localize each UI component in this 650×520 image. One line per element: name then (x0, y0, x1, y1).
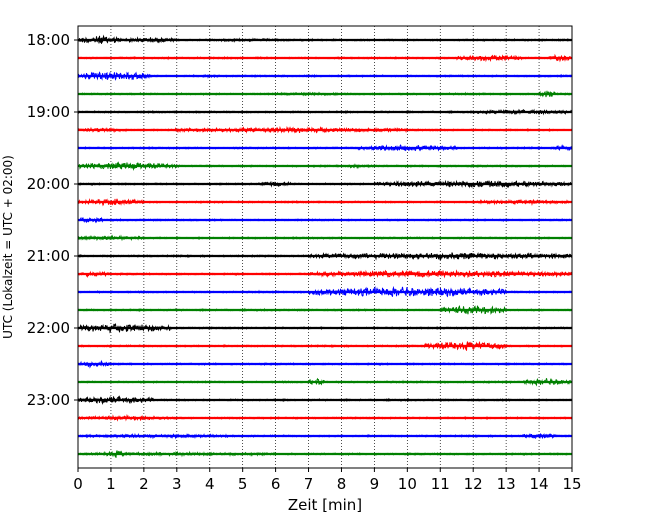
x-tick-label: 11 (431, 475, 450, 493)
x-tick-label: 9 (370, 475, 380, 493)
trace-signal (77, 125, 573, 134)
y-tick-label: 18:00 (27, 31, 70, 49)
trace-signal (77, 71, 573, 81)
trace-2100 (77, 252, 573, 261)
trace-signal (77, 359, 573, 369)
trace-1915 (77, 125, 573, 134)
trace-signal (77, 197, 573, 207)
trace-2245 (77, 377, 573, 387)
trace-signal (77, 234, 573, 242)
x-tick-label: 2 (139, 475, 149, 493)
trace-signal (77, 450, 573, 458)
trace-signal (77, 108, 573, 116)
trace-signal (77, 377, 573, 387)
trace-2330 (77, 432, 573, 440)
y-tick-label: 21:00 (27, 247, 70, 265)
x-tick-label: 4 (205, 475, 215, 493)
y-tick-label: 20:00 (27, 175, 70, 193)
x-tick-label: 1 (106, 475, 116, 493)
trace-1900 (77, 108, 573, 116)
trace-1845 (77, 90, 573, 98)
y-tick-label: 23:00 (27, 391, 70, 409)
trace-2230 (77, 359, 573, 369)
y-tick-label: 19:00 (27, 103, 70, 121)
trace-2215 (77, 340, 573, 351)
x-tick-label: 3 (172, 475, 182, 493)
trace-2115 (77, 269, 573, 279)
x-tick-label: 5 (238, 475, 248, 493)
trace-signal (77, 34, 573, 44)
seismic-traces (77, 34, 573, 458)
x-tick-label: 14 (530, 475, 549, 493)
trace-signal (77, 216, 573, 224)
x-tick-label: 0 (73, 475, 83, 493)
y-axis-label: UTC (Lokalzeit = UTC + 02:00) (1, 155, 15, 339)
x-tick-label: 12 (464, 475, 483, 493)
y-axis-ticks: 18:00 19:00 20:00 21:00 22:00 23:00 (27, 31, 78, 409)
trace-2015 (77, 197, 573, 207)
trace-signal (77, 90, 573, 98)
y-tick-label: 22:00 (27, 319, 70, 337)
trace-2145 (77, 304, 573, 315)
x-axis-label: Zeit [min] (288, 496, 362, 514)
trace-1930 (77, 143, 573, 152)
trace-2030 (77, 216, 573, 224)
trace-signal (77, 432, 573, 440)
plot-frame (77, 25, 573, 469)
trace-1830 (77, 71, 573, 81)
trace-signal (77, 269, 573, 279)
x-axis-ticks: 0 1 2 3 4 5 6 7 8 9 10 11 12 13 14 15 (73, 468, 582, 493)
trace-2200 (77, 322, 573, 334)
trace-signal (77, 413, 573, 422)
x-tick-label: 8 (337, 475, 347, 493)
trace-signal (77, 143, 573, 152)
trace-2045 (77, 234, 573, 242)
trace-signal (77, 395, 573, 406)
x-tick-label: 7 (304, 475, 314, 493)
trace-1800 (77, 34, 573, 44)
x-tick-label: 10 (398, 475, 417, 493)
trace-signal (77, 252, 573, 261)
x-tick-label: 15 (562, 475, 581, 493)
trace-signal (77, 322, 573, 334)
trace-1945 (77, 161, 573, 171)
trace-signal (77, 304, 573, 315)
x-tick-label: 6 (271, 475, 281, 493)
trace-2130 (77, 285, 573, 298)
grid-lines (110, 26, 540, 468)
trace-signal (77, 161, 573, 171)
trace-signal (77, 53, 573, 63)
trace-1815 (77, 53, 573, 63)
trace-2000 (77, 179, 573, 189)
x-tick-label: 13 (497, 475, 516, 493)
trace-2345 (77, 450, 573, 458)
trace-2300 (77, 395, 573, 406)
trace-signal (77, 285, 573, 298)
trace-signal (77, 179, 573, 189)
trace-2315 (77, 413, 573, 422)
trace-signal (77, 340, 573, 351)
